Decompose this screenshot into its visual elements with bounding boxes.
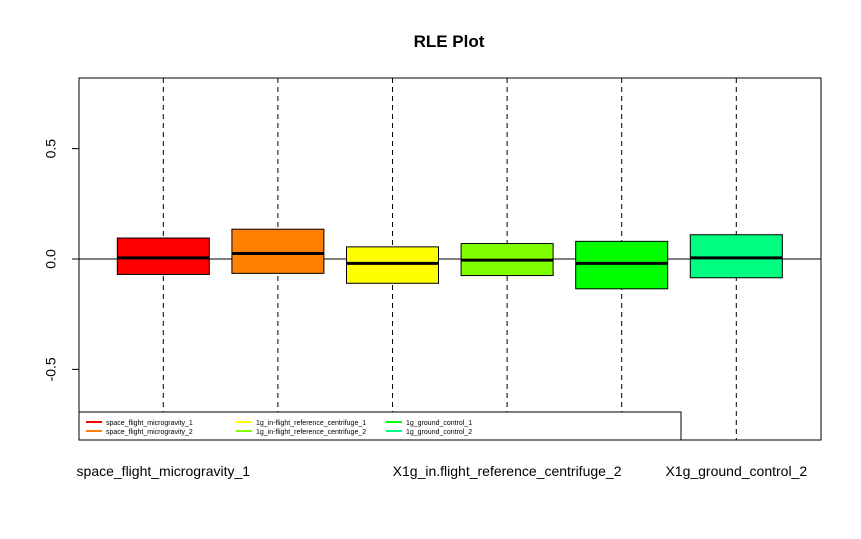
box: [231, 228, 325, 274]
box: [116, 237, 210, 275]
box: [346, 246, 439, 284]
y-tick-label: 0.0: [43, 249, 59, 269]
x-axis-labels: space_flight_microgravity_1 X1g_in.flight…: [77, 463, 808, 479]
legend-label: space_flight_microgravity_1: [106, 420, 193, 427]
y-axis: -0.5 0.0 0.5: [43, 139, 80, 381]
x-tick-label: X1g_ground_control_2: [665, 463, 807, 479]
y-tick-label: 0.5: [43, 139, 59, 159]
y-tick-label: -0.5: [43, 357, 59, 381]
legend: space_flight_microgravity_1 space_flight_…: [78, 411, 682, 441]
x-tick-label: space_flight_microgravity_1: [77, 463, 251, 479]
legend-label: 1g_ground_control_2: [406, 429, 472, 436]
boxes: [116, 228, 783, 290]
box: [689, 234, 783, 279]
x-tick-label: X1g_in.flight_reference_centrifuge_2: [393, 463, 622, 479]
legend-box: [78, 411, 682, 441]
chart-title: RLE Plot: [414, 32, 485, 51]
legend-label: 1g_ground_control_1: [406, 420, 472, 427]
legend-label: 1g_in-flight_reference_centrifuge_2: [256, 429, 366, 436]
legend-label: space_flight_microgravity_2: [106, 429, 193, 436]
box: [575, 240, 669, 290]
legend-label: 1g_in-flight_reference_centrifuge_1: [256, 420, 366, 427]
